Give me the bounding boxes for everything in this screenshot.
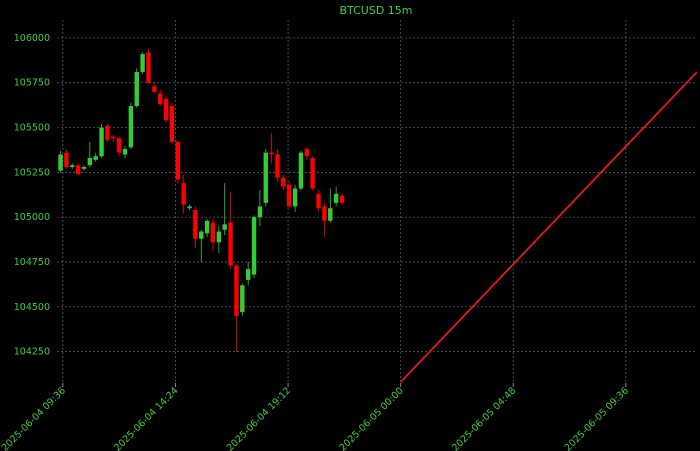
x-tick-label: 2025-06-04 14:24 xyxy=(112,385,180,451)
candle-body xyxy=(216,231,222,243)
y-tick-label: 104750 xyxy=(14,257,50,268)
x-tick-label: 2025-06-04 09:36 xyxy=(0,385,68,451)
x-tick-label: 2025-06-05 04:48 xyxy=(450,385,518,451)
candle-body xyxy=(134,71,139,107)
chart-title: BTCUSD 15m xyxy=(339,4,412,17)
candle-body xyxy=(310,158,315,189)
candle-body xyxy=(181,183,186,205)
candle-body xyxy=(287,184,292,207)
candle-body xyxy=(304,149,310,157)
x-tick-label: 2025-06-05 09:36 xyxy=(563,385,631,451)
y-tick-label: 105250 xyxy=(14,167,50,178)
candle-body xyxy=(339,195,345,203)
candle-body xyxy=(251,217,257,275)
candle-body xyxy=(210,222,216,243)
candle-body xyxy=(122,149,128,155)
candle-body xyxy=(298,152,304,189)
candle-body xyxy=(75,165,81,175)
candle-body xyxy=(275,154,280,178)
candle-body xyxy=(333,193,339,203)
candle-body xyxy=(99,127,104,157)
candle-body xyxy=(240,285,245,313)
candle-body xyxy=(199,231,204,239)
candle-body xyxy=(187,206,192,209)
candle-body xyxy=(228,222,233,266)
candle-body xyxy=(169,106,175,142)
candle-body xyxy=(222,224,227,230)
candle-body xyxy=(257,206,263,218)
candle-body xyxy=(58,154,63,171)
candle-body xyxy=(146,52,151,83)
candle-body xyxy=(328,208,333,221)
candle-body xyxy=(281,177,286,187)
candle-body xyxy=(234,265,239,316)
candle-body xyxy=(292,188,298,207)
candle-body xyxy=(111,136,116,139)
candle-body xyxy=(245,269,251,280)
candle-body xyxy=(316,193,321,209)
candle-body xyxy=(163,98,169,121)
candle-body xyxy=(322,206,327,221)
candle-body xyxy=(70,165,75,167)
candle-body xyxy=(152,86,157,92)
candle-body xyxy=(93,156,98,160)
candle-body xyxy=(105,125,110,141)
y-tick-label: 105000 xyxy=(14,212,50,223)
candle-body xyxy=(128,106,134,148)
y-tick-label: 105500 xyxy=(14,123,50,134)
candle-body xyxy=(263,152,268,203)
candle-body xyxy=(204,220,210,234)
candle-body xyxy=(81,166,87,169)
y-tick-label: 105750 xyxy=(14,78,50,89)
candle-body xyxy=(175,141,181,180)
x-tick-label: 2025-06-04 19:12 xyxy=(225,385,293,451)
candle-body xyxy=(87,158,93,166)
candle-body xyxy=(140,54,145,72)
y-tick-label: 104250 xyxy=(14,347,50,358)
candle-body xyxy=(193,210,198,239)
candle-body xyxy=(116,138,122,153)
candle-body xyxy=(158,93,163,105)
candle-body xyxy=(64,152,69,167)
y-tick-label: 104500 xyxy=(14,302,50,313)
trend-line xyxy=(400,71,697,383)
candle-body xyxy=(269,152,274,155)
y-tick-label: 106000 xyxy=(14,33,50,44)
x-tick-label: 2025-06-05 00:00 xyxy=(337,385,405,451)
